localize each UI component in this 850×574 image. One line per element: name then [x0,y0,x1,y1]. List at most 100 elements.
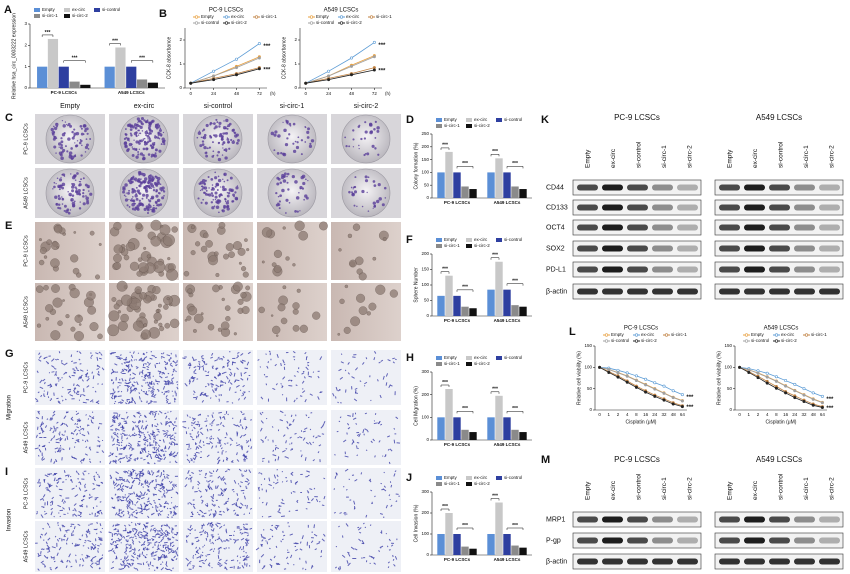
sphere [157,303,162,308]
colony [69,124,73,128]
data-point [793,382,797,386]
cell [131,397,134,400]
series-line [599,366,683,407]
sig-bracket [440,384,450,387]
cell [113,419,116,422]
colony [233,139,235,142]
photo [331,468,401,519]
cell [119,476,123,479]
cell [316,542,321,545]
cell [143,491,146,496]
cell [260,472,263,475]
cell [98,374,100,376]
cell [242,523,245,526]
cell [40,427,43,431]
sphere [135,222,143,230]
cell [130,364,133,368]
cell [79,369,84,372]
cell [237,567,241,569]
colony [278,200,281,203]
cell [217,475,221,479]
cell [116,513,121,517]
colony [218,195,221,198]
colony [237,139,240,142]
cell [356,447,359,450]
cell [97,426,100,430]
cell [199,531,202,534]
colony [294,140,297,143]
panel-letter: A [4,4,12,16]
sphere [89,230,95,236]
lane-label: ex-circ [752,148,759,168]
cell [37,552,40,556]
colony [134,177,138,181]
cell [84,541,86,544]
cell [239,556,242,558]
data-point [625,374,629,378]
cell [55,358,57,361]
cell [96,484,100,487]
cell [113,395,117,398]
cell [344,468,349,472]
cell [123,434,128,436]
significance: *** [512,406,518,412]
cell [359,380,362,383]
data-point [671,402,675,406]
sphere [217,327,223,332]
x-tick-label: 72 [372,91,378,96]
cell [285,440,287,444]
cell [89,564,94,569]
colony [161,186,165,190]
cell [114,544,117,547]
cell [155,453,159,458]
colony [364,121,367,124]
x-tick-label: 24 [652,412,658,417]
data-point [644,383,648,387]
cell [116,496,120,499]
legend-swatch [64,14,70,18]
cell [62,448,65,451]
sphere [213,251,219,257]
colony [125,192,127,194]
cell [49,500,53,504]
colony [151,119,155,123]
sphere [273,265,282,273]
sphere [237,247,246,256]
cell [168,480,171,483]
cell [50,437,53,442]
cell [159,487,163,490]
cell [73,389,76,394]
cell [142,554,145,557]
cell [121,399,125,402]
data-point [257,56,261,60]
data-point [644,390,648,394]
cell [82,428,85,431]
colony [151,210,154,213]
sphere [238,261,242,265]
cell [47,473,51,476]
cell [124,550,128,554]
colony [67,211,71,215]
colony [235,186,239,190]
colony [225,132,229,135]
y-axis-label: CCK-8 absorbance [166,37,172,80]
cell [67,474,70,478]
colony [84,183,88,187]
cell [170,410,172,413]
cell [142,366,146,369]
lane-label: Empty [585,149,592,168]
cell [112,524,115,527]
cell [133,532,137,536]
cell [137,522,141,526]
cell [126,505,129,510]
legend-swatch [634,339,639,343]
cell [222,424,225,428]
cell [154,364,157,368]
cell [236,452,238,456]
cell [201,554,204,557]
colony [145,205,149,209]
colony [127,137,130,140]
colony [133,189,137,193]
cell [387,359,391,362]
colony [223,127,226,130]
